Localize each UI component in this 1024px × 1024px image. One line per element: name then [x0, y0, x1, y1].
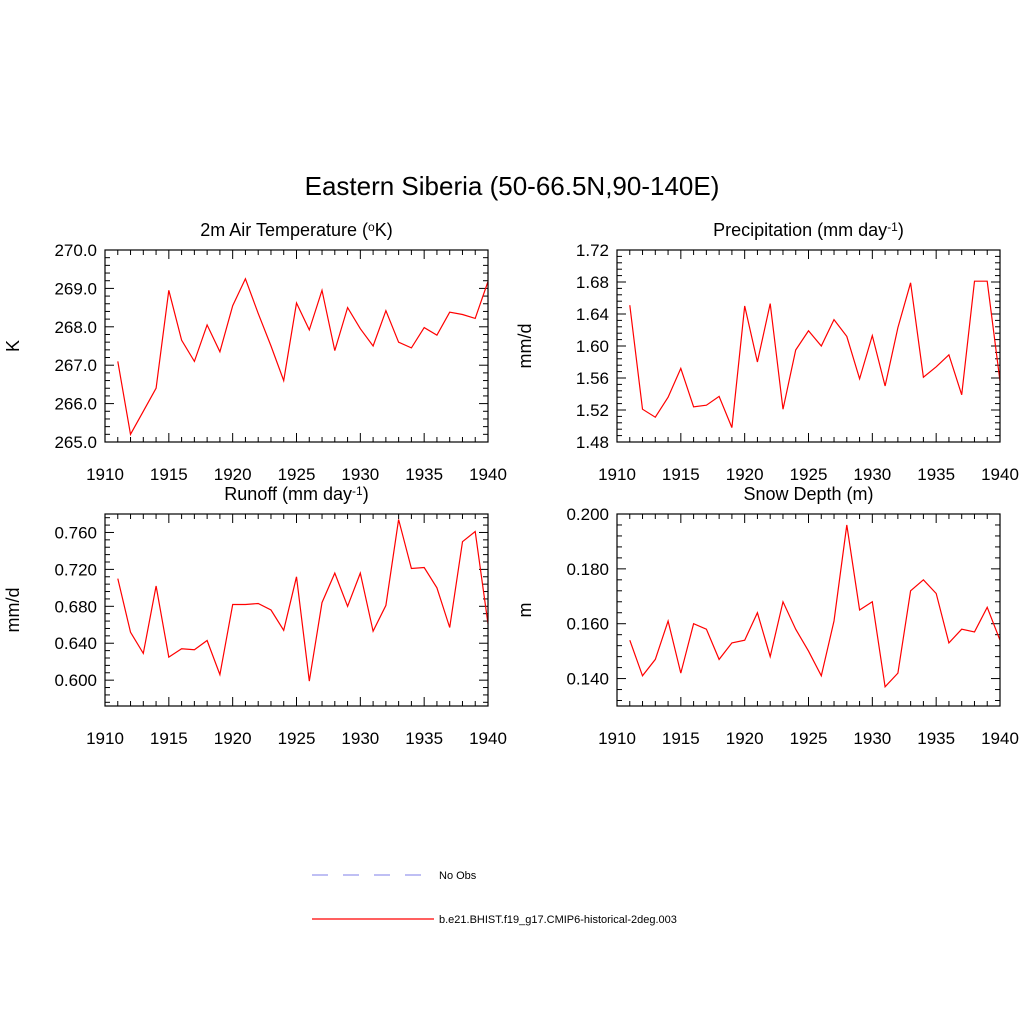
x-tick-label: 1935: [917, 465, 955, 484]
y-axis-label: mm/d: [515, 324, 535, 369]
panel-title-superscript: -1: [887, 220, 898, 234]
x-tick-label: 1930: [853, 465, 891, 484]
series-line: [629, 280, 1001, 428]
y-tick-label: 0.180: [566, 560, 609, 579]
y-tick-label: 269.0: [54, 279, 97, 298]
legend-entry: No Obs: [312, 870, 477, 882]
x-tick-label: 1920: [214, 465, 252, 484]
plot-frame: [616, 513, 1001, 707]
main-title: Eastern Siberia (50-66.5N,90-140E): [305, 171, 720, 201]
x-tick-label: 1910: [598, 465, 636, 484]
panel-title-text: Precipitation (mm day: [713, 220, 887, 240]
panel-2: Precipitation (mm day-1) mm/d 1910 1915 1920…: [515, 220, 1019, 484]
x-tick-label: 1940: [469, 729, 507, 748]
panel-4: Snow Depth (m) m 1910 1915 1920 1925 1930 1935 1…: [515, 484, 1019, 748]
y-tick-label: 266.0: [54, 395, 97, 414]
y-tick-label: 1.52: [576, 401, 609, 420]
plot-frame: [104, 249, 489, 443]
x-tick-label: 1915: [150, 729, 188, 748]
x-tick-label: 1920: [214, 729, 252, 748]
y-axis-label: m: [515, 603, 535, 618]
y-tick-label: 0.760: [54, 523, 97, 542]
legend-label: No Obs: [439, 870, 477, 882]
x-tick-label: 1935: [405, 465, 443, 484]
y-tick-label: 0.640: [54, 634, 97, 653]
series-line: [629, 524, 1001, 689]
panel-title: 2m Air Temperature (oK): [200, 220, 392, 240]
x-tick-label: 1940: [981, 465, 1019, 484]
y-tick-label: 0.160: [566, 615, 609, 634]
y-tick-label: 267.0: [54, 356, 97, 375]
x-tick-label: 1915: [662, 465, 700, 484]
y-tick-label: 270.0: [54, 241, 97, 260]
x-tick-label: 1910: [86, 729, 124, 748]
y-axis-label: K: [3, 340, 23, 352]
x-tick-label: 1910: [86, 465, 124, 484]
y-tick-label: 268.0: [54, 318, 97, 337]
x-tick-label: 1935: [917, 729, 955, 748]
series-line: [117, 519, 489, 682]
panel-title-text: K): [375, 220, 393, 240]
y-tick-label: 0.200: [566, 505, 609, 524]
panel-title: Runoff (mm day-1): [224, 484, 368, 504]
panel-title-text: ): [898, 220, 904, 240]
series-line: [117, 277, 489, 437]
panel-title: Precipitation (mm day-1): [713, 220, 904, 240]
y-tick-label: 1.64: [576, 305, 609, 324]
x-tick-label: 1915: [662, 729, 700, 748]
x-tick-label: 1915: [150, 465, 188, 484]
plot-frame: [104, 513, 489, 707]
plot-frame: [616, 249, 1001, 443]
legend-entry: b.e21.BHIST.f19_g17.CMIP6-historical-2de…: [312, 914, 677, 926]
y-tick-label: 1.56: [576, 369, 609, 388]
x-tick-label: 1930: [341, 465, 379, 484]
y-tick-label: 1.60: [576, 337, 609, 356]
x-tick-label: 1920: [726, 729, 764, 748]
y-tick-label: 0.720: [54, 560, 97, 579]
x-tick-label: 1940: [981, 729, 1019, 748]
x-tick-label: 1930: [853, 729, 891, 748]
x-tick-label: 1920: [726, 465, 764, 484]
panel-title-superscript: -1: [352, 484, 363, 498]
legend: No Obs b.e21.BHIST.f19_g17.CMIP6-historic…: [312, 870, 677, 926]
panel-title: Snow Depth (m): [743, 484, 873, 504]
panel-1: 2m Air Temperature (oK) K 1910 1915 1920 1925…: [3, 220, 507, 484]
y-tick-label: 0.140: [566, 670, 609, 689]
panel-title-text: Snow Depth (m): [743, 484, 873, 504]
y-tick-label: 0.680: [54, 597, 97, 616]
x-tick-label: 1925: [278, 465, 316, 484]
panel-title-text: 2m Air Temperature (: [200, 220, 368, 240]
y-tick-label: 1.48: [576, 433, 609, 452]
y-tick-label: 0.600: [54, 671, 97, 690]
panel-3: Runoff (mm day-1) mm/d 1910 1915 1920 1925 193…: [3, 484, 507, 748]
x-tick-label: 1925: [278, 729, 316, 748]
y-axis-label: mm/d: [3, 588, 23, 633]
panels: 2m Air Temperature (oK) K 1910 1915 1920 1925…: [3, 220, 1019, 748]
x-tick-label: 1925: [790, 729, 828, 748]
panel-title-text: ): [363, 484, 369, 504]
x-tick-label: 1910: [598, 729, 636, 748]
y-tick-label: 1.72: [576, 241, 609, 260]
x-tick-label: 1935: [405, 729, 443, 748]
panel-title-superscript: o: [368, 220, 375, 234]
x-tick-label: 1930: [341, 729, 379, 748]
y-tick-label: 1.68: [576, 273, 609, 292]
x-tick-label: 1940: [469, 465, 507, 484]
y-tick-label: 265.0: [54, 433, 97, 452]
x-tick-label: 1925: [790, 465, 828, 484]
legend-label: b.e21.BHIST.f19_g17.CMIP6-historical-2de…: [439, 914, 677, 926]
panel-title-text: Runoff (mm day: [224, 484, 352, 504]
